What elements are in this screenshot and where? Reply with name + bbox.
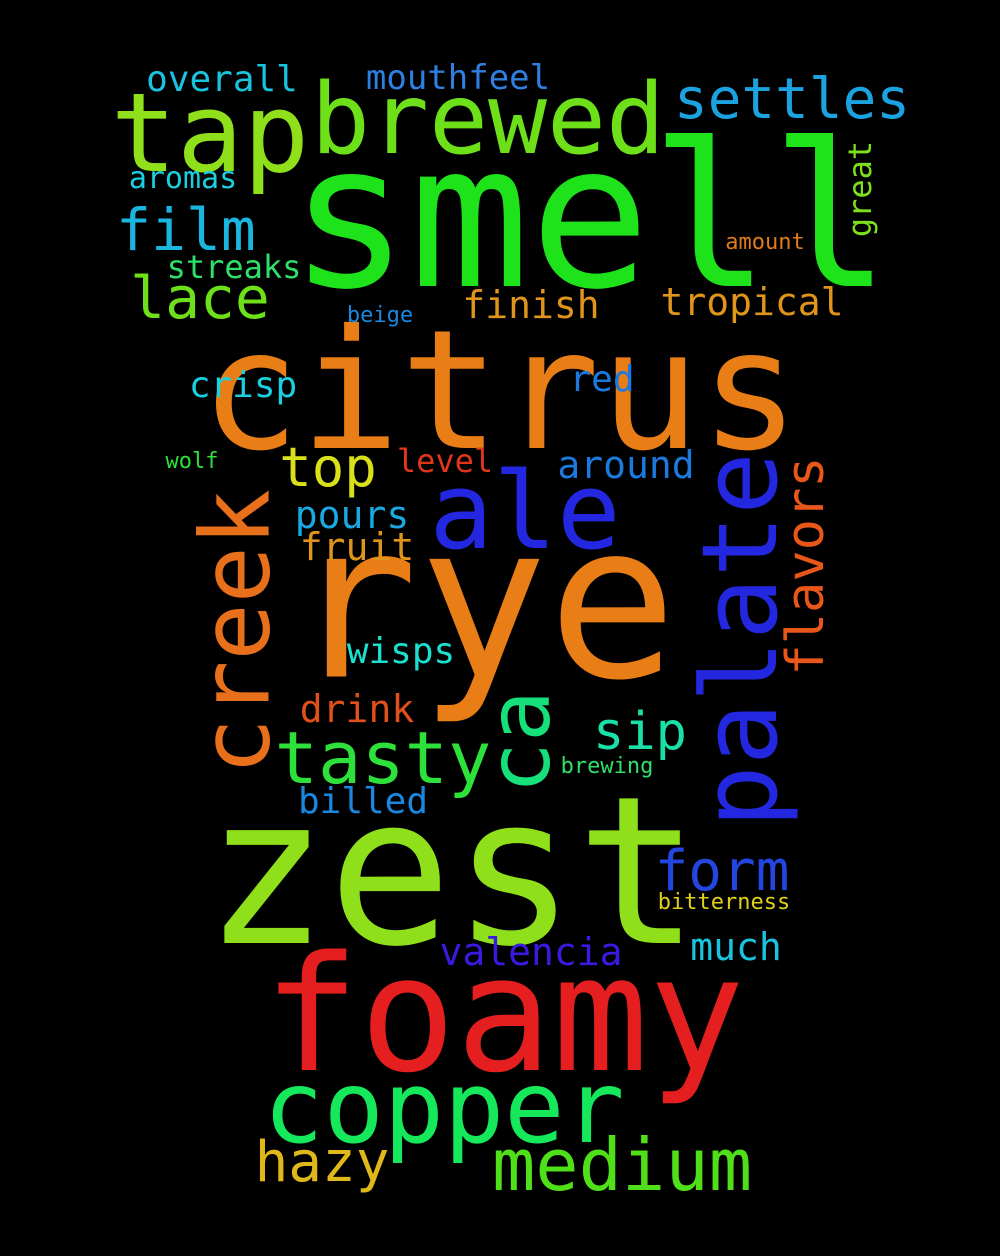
- word-mouthfeel: mouthfeel: [365, 58, 551, 98]
- word-tap: tap: [110, 69, 310, 197]
- word-wisps: wisps: [346, 631, 456, 672]
- word-flavors: flavors: [776, 456, 836, 676]
- word-around: around: [557, 443, 695, 487]
- word-level: level: [396, 442, 494, 480]
- word-sip: sip: [593, 702, 687, 762]
- word-fruit: fruit: [299, 525, 415, 569]
- word-pours: pours: [294, 493, 410, 537]
- word-top: top: [279, 436, 377, 499]
- word-bitterness: bitterness: [657, 890, 791, 915]
- word-copper: copper: [263, 1049, 625, 1166]
- word-film: film: [116, 196, 256, 264]
- word-citrus: citrus: [200, 295, 800, 488]
- word-beige: beige: [346, 303, 414, 328]
- word-form: form: [654, 839, 790, 904]
- word-tropical: tropical: [660, 280, 844, 324]
- word-streaks: streaks: [166, 248, 302, 286]
- word-finish: finish: [462, 283, 600, 327]
- word-billed: billed: [297, 781, 429, 822]
- word-amount: amount: [725, 230, 805, 255]
- word-valencia: valencia: [439, 930, 623, 974]
- word-rye: rye: [288, 476, 678, 728]
- word-medium: medium: [491, 1123, 753, 1207]
- word-wolf: wolf: [165, 449, 219, 474]
- word-tasty: tasty: [274, 716, 492, 800]
- word-drink: drink: [299, 687, 415, 731]
- word-smell: smell: [288, 101, 892, 334]
- word-hazy: hazy: [254, 1130, 390, 1195]
- word-brewing: brewing: [560, 754, 654, 779]
- word-lace: lace: [130, 264, 270, 332]
- word-creek: creek: [181, 489, 292, 775]
- word-ale: ale: [429, 450, 621, 573]
- word-overall: overall: [146, 59, 298, 100]
- word-settles: settles: [673, 67, 911, 132]
- word-brewed: brewed: [310, 63, 666, 177]
- word-much: much: [690, 925, 782, 969]
- word-red: red: [569, 359, 635, 400]
- word-aromas: aromas: [128, 161, 238, 196]
- word-zest: zest: [203, 752, 701, 992]
- word-foamy: foamy: [263, 921, 745, 1108]
- word-great: great: [841, 140, 879, 238]
- word-crisp: crisp: [188, 365, 298, 406]
